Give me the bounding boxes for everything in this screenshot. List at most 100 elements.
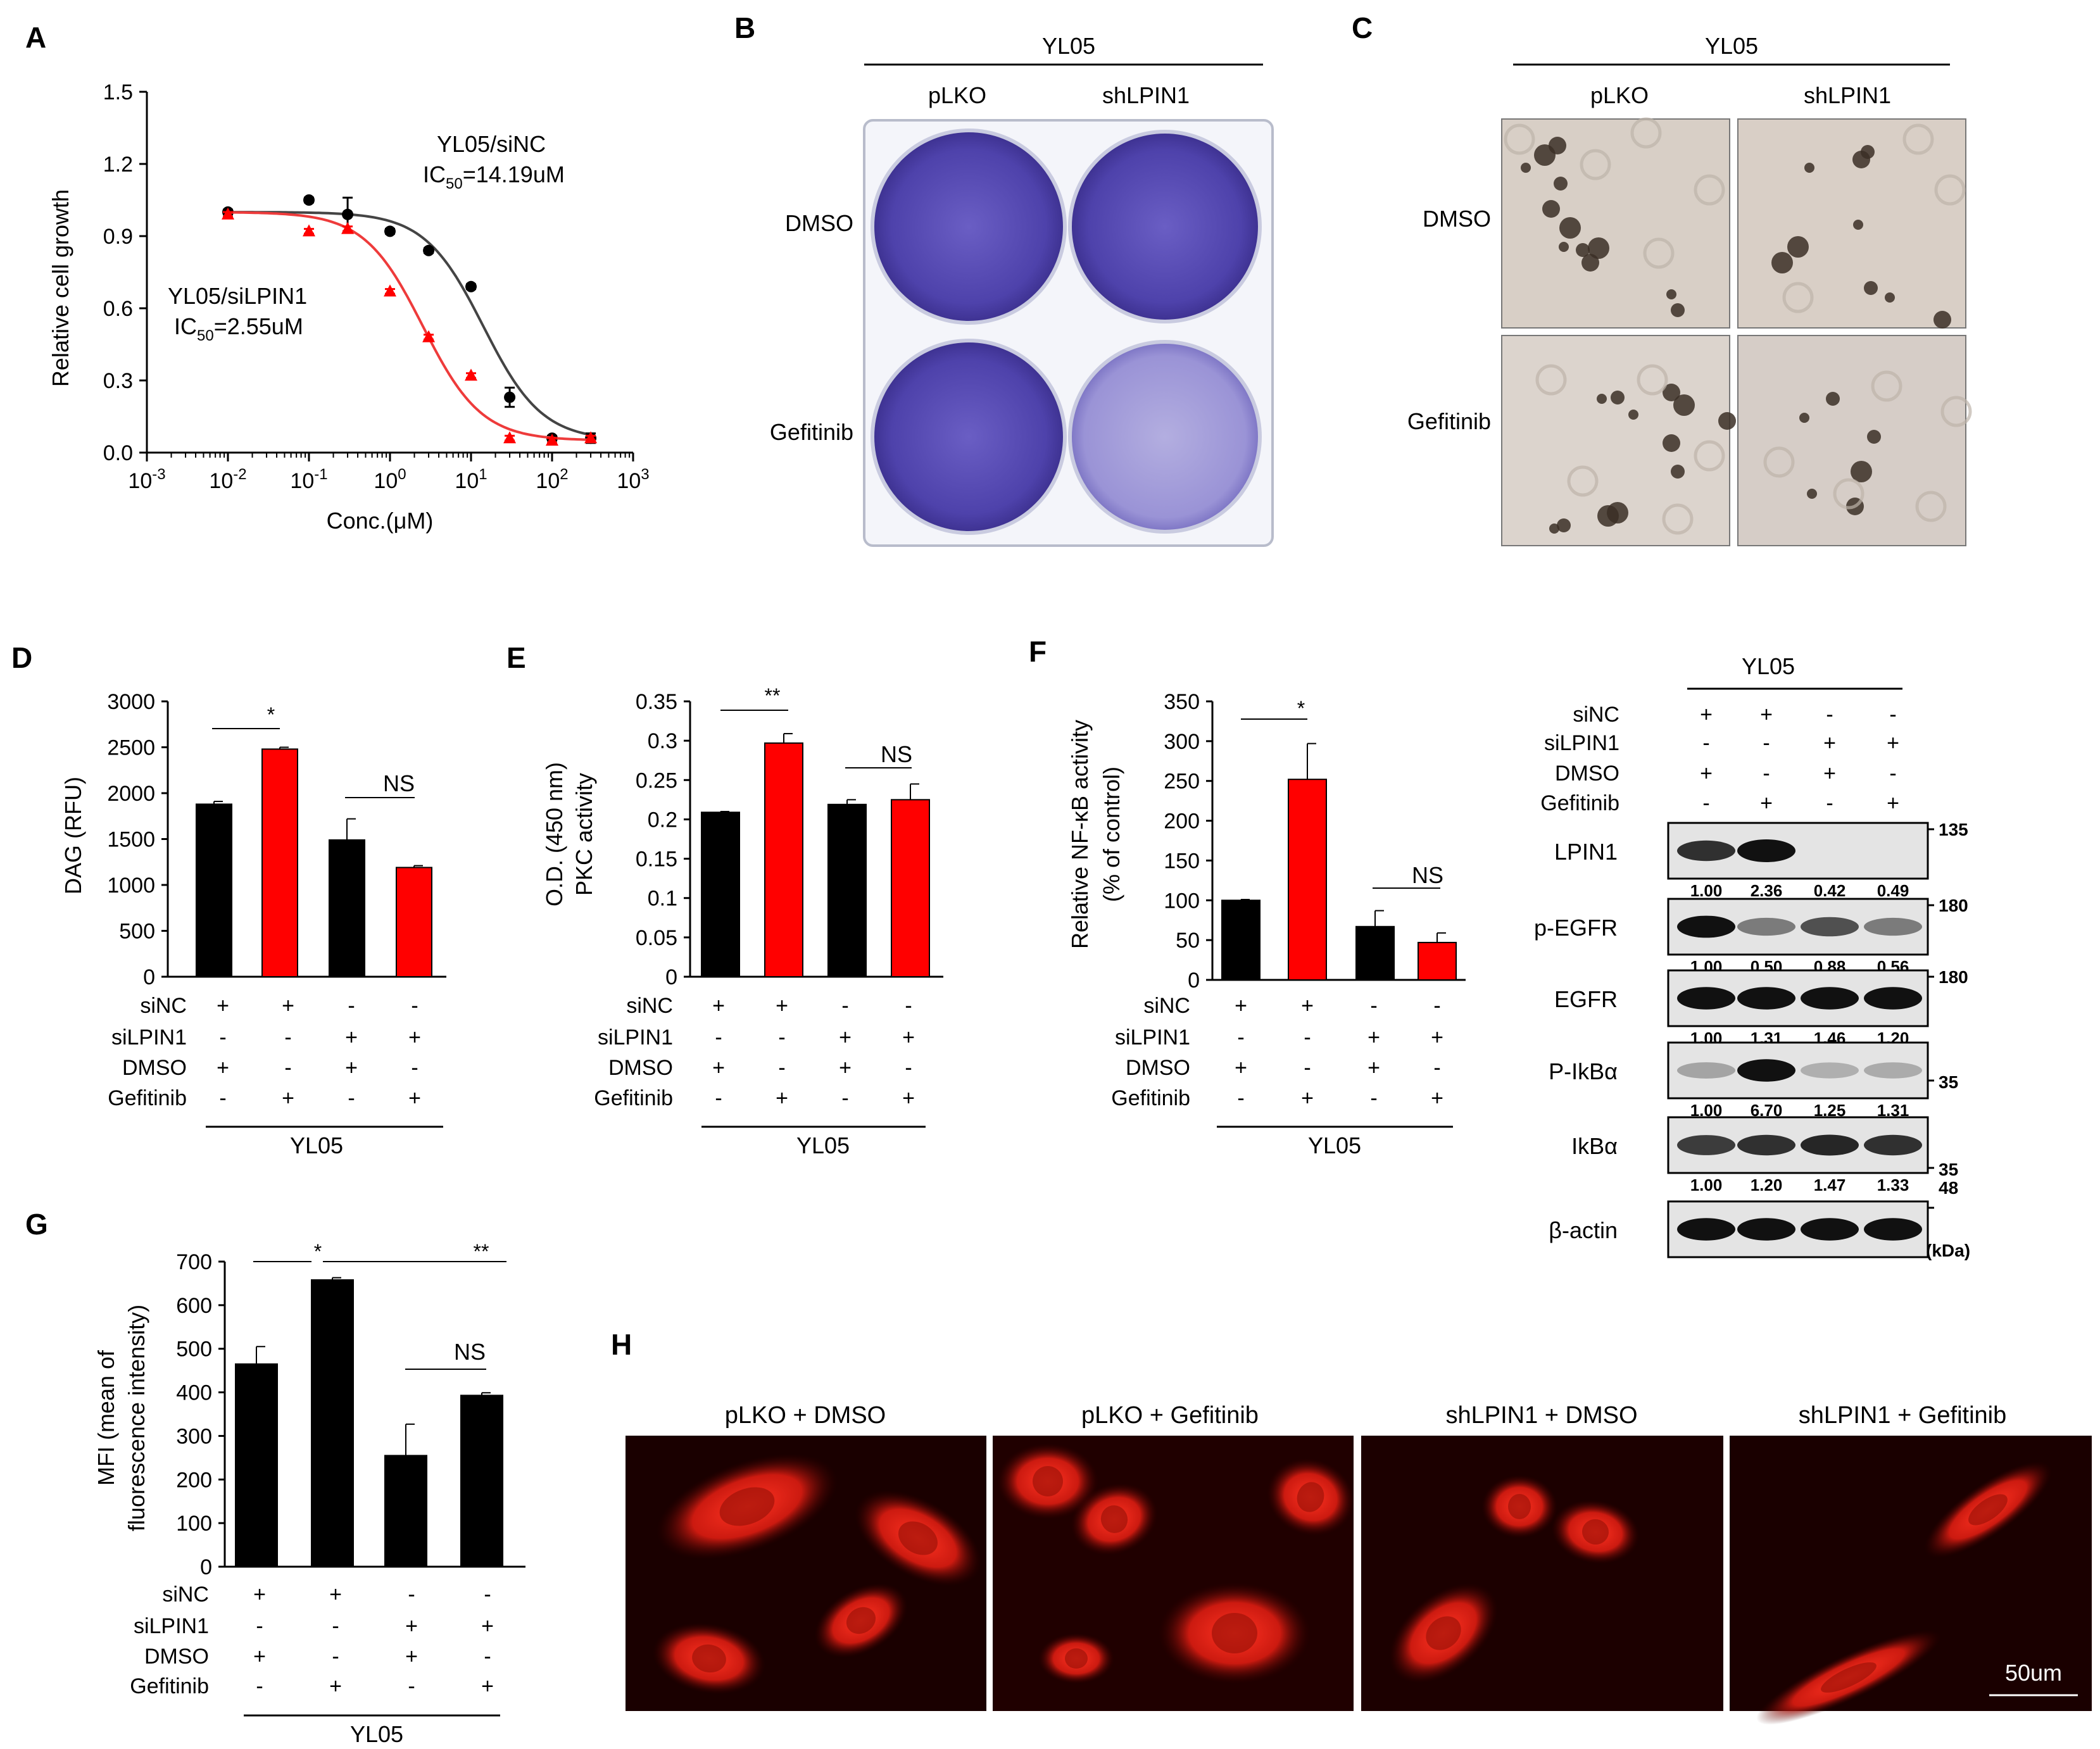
y-tick-label: 350 — [1164, 690, 1200, 714]
blot-sign: - — [1763, 762, 1770, 786]
panel-g-sig-1: * — [314, 1240, 322, 1263]
treatment-sign: + — [1368, 1025, 1380, 1050]
bubble-ring — [1833, 478, 1864, 510]
treatment-label: siLPIN1 — [1115, 1025, 1190, 1050]
panel-label-b: B — [734, 11, 755, 44]
colony — [1557, 518, 1571, 532]
treatment-sign: - — [1433, 994, 1440, 1018]
treatment-sign: - — [905, 1056, 912, 1080]
treatment-sign: - — [484, 1583, 491, 1607]
colony — [1799, 413, 1809, 423]
treatment-sign: + — [1235, 1056, 1247, 1080]
band — [1864, 1134, 1922, 1156]
bar — [827, 803, 867, 978]
panel-g-treatment-table: siNC + + - - siLPIN1 - - + + DMSO + - + - Gefitinib - + - +… — [130, 1583, 500, 1747]
panel-d-treatment-table: siNC + + - - siLPIN1 - - + + DMSO + - + - Gefitinib - + - +… — [108, 994, 443, 1158]
treatment-sign: - — [219, 1025, 226, 1050]
band — [1737, 987, 1795, 1010]
colony — [1933, 311, 1951, 329]
x-tick-label: 10-3 — [128, 466, 165, 493]
panel-f-sig-1: * — [1297, 697, 1305, 720]
treatment-sign: + — [217, 994, 229, 1018]
well-plko-gefitinib — [871, 339, 1067, 535]
colonies — [1504, 117, 1972, 535]
band — [1801, 1134, 1859, 1156]
band — [1677, 915, 1735, 938]
bar — [311, 1279, 354, 1568]
bubble-ring — [1782, 282, 1814, 313]
colony — [1559, 217, 1581, 239]
bubble-ring — [1580, 149, 1611, 180]
band — [1677, 1218, 1735, 1241]
band-label: LPIN1 — [1554, 839, 1618, 865]
blot-sign: - — [1826, 791, 1833, 815]
treatment-sign: - — [332, 1645, 339, 1669]
y-tick-label: 600 — [176, 1294, 212, 1318]
bar — [764, 742, 803, 978]
panel-g-sig-3: NS — [454, 1339, 486, 1365]
cell-nucleus — [1821, 1662, 1877, 1693]
western-kda-label: (kDa) — [1926, 1241, 1970, 1260]
bubble-ring — [1871, 370, 1902, 402]
panel-g-sig-2: ** — [474, 1240, 489, 1263]
treatment-label: siLPIN1 — [111, 1025, 187, 1050]
well-shlpin1-dmso — [1068, 130, 1262, 323]
cell-nucleus — [1968, 1494, 2008, 1526]
label-sinc: YL05/siNC — [437, 131, 546, 157]
band-label: P-IkBα — [1549, 1058, 1618, 1084]
cell-nucleus — [1100, 1505, 1128, 1533]
treatment-sign: - — [219, 1086, 226, 1110]
colony — [1885, 292, 1895, 303]
colony — [1718, 412, 1736, 430]
bar — [1418, 941, 1457, 981]
panel-d-ylabel: DAG (RFU) — [60, 777, 86, 894]
treatment-label: Gefitinib — [108, 1086, 187, 1110]
treatment-sign: - — [841, 1086, 848, 1110]
western-blot: YL05 siNC + + - - siLPIN1 - - + + DMSO + - + - Gefitini… — [1534, 653, 1970, 1260]
blot-row-label: DMSO — [1555, 762, 1619, 786]
y-tick-label: 150 — [1164, 849, 1200, 873]
y-tick-label: 3000 — [107, 690, 155, 714]
colony — [1588, 237, 1609, 259]
blot-sign: - — [1826, 703, 1833, 727]
panel-f-sig-2: NS — [1412, 862, 1443, 888]
treatment-sign: - — [1304, 1025, 1311, 1050]
fluor-cells — [652, 1443, 2052, 1725]
panel-e-sig-2: NS — [881, 741, 912, 767]
bubble-ring — [1694, 440, 1725, 472]
band — [1864, 1218, 1922, 1241]
treatment-label: DMSO — [1126, 1056, 1190, 1080]
bar — [396, 867, 432, 977]
treatment-sign: + — [253, 1645, 266, 1669]
panel-e: E O.D. (450 nm) PKC activity 0 0.05 0.1 0.1… — [506, 641, 943, 1158]
treatment-sign: + — [408, 1025, 421, 1050]
y-tick-label: 0.9 — [103, 225, 133, 249]
blot-sign: - — [1702, 791, 1709, 815]
panel-b-row-dmso: DMSO — [785, 210, 853, 236]
treatment-sign: + — [1301, 994, 1314, 1018]
panel-e-ylabel-2: PKC activity — [571, 773, 597, 896]
colony — [1666, 289, 1676, 299]
bubble-ring — [1662, 503, 1694, 535]
panel-b-col-plko: pLKO — [928, 82, 986, 108]
panel-b-col-shlpin1: shLPIN1 — [1102, 82, 1190, 108]
blot-sign: + — [1823, 731, 1836, 755]
band-quant: 1.20 — [1751, 1175, 1783, 1194]
treatment-label: siNC — [140, 994, 187, 1018]
y-tick-label: 0 — [143, 965, 155, 989]
data-point-silpin1 — [465, 368, 477, 381]
cell-nucleus — [692, 1644, 726, 1673]
treatment-sign: - — [408, 1583, 415, 1607]
data-point-silpin1 — [546, 434, 558, 446]
panel-f-treatment-table: siNC + + - - siLPIN1 - - + + DMSO + - + - Gefitinib - + - +… — [1111, 994, 1453, 1158]
treatment-sign: - — [332, 1614, 339, 1638]
panel-c-title: YL05 — [1705, 33, 1758, 59]
panel-d-chart: 0 500 1000 1500 2000 2500 3000 — [107, 690, 446, 989]
panel-a-ylabel: Relative cell growth — [47, 189, 73, 387]
panel-a-plot — [222, 194, 598, 446]
panel-b: B YL05 pLKO shLPIN1 DMSO Gefitinib — [734, 11, 1274, 547]
treatment-sign: - — [484, 1645, 491, 1669]
blot-box — [1667, 1041, 1929, 1100]
colony — [1534, 144, 1556, 166]
data-point-silpin1 — [422, 330, 436, 342]
